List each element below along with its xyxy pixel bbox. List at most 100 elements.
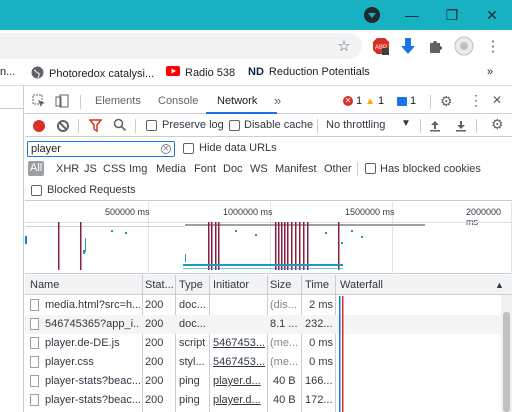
column-divider[interactable]: [175, 275, 176, 412]
filter-input[interactable]: player ✕: [27, 141, 175, 157]
request-initiator-link[interactable]: 5467453...: [213, 356, 265, 368]
type-filter-doc[interactable]: Doc: [223, 163, 243, 175]
column-header-status[interactable]: Stat...: [145, 279, 174, 291]
minimize-button[interactable]: —: [392, 0, 432, 30]
inspect-element-icon[interactable]: [32, 94, 46, 111]
avatar[interactable]: [454, 36, 474, 56]
document-file-icon: [30, 299, 39, 311]
hide-data-urls-checkbox[interactable]: [183, 143, 194, 154]
extensions-puzzle-icon[interactable]: [426, 36, 446, 56]
close-button[interactable]: ✕: [472, 0, 512, 30]
profile-dropdown-icon[interactable]: [364, 7, 380, 23]
filter-funnel-icon[interactable]: [88, 119, 103, 135]
type-filter-all[interactable]: All: [28, 161, 44, 176]
type-filter-font[interactable]: Font: [194, 163, 217, 175]
devtools-settings-gear-icon[interactable]: ⚙: [440, 93, 453, 109]
column-header-size[interactable]: Size: [270, 279, 292, 291]
sort-ascending-icon[interactable]: ▲: [495, 280, 504, 290]
type-filter-css[interactable]: CSS: [103, 163, 126, 175]
issues-counter[interactable]: ✕ 1 ▲ 1: [343, 95, 384, 107]
chevron-down-icon[interactable]: ▼: [401, 118, 411, 129]
type-filter-manifest[interactable]: Manifest: [275, 163, 317, 175]
browser-menu-icon[interactable]: ⋮: [485, 38, 501, 55]
table-row[interactable]: player-stats?beac... 200 ping player.d..…: [25, 391, 512, 410]
warning-icon: ▲: [365, 95, 376, 107]
devtools-menu-icon[interactable]: ⋮: [469, 92, 483, 108]
bookmark-star-icon[interactable]: ☆: [337, 38, 351, 55]
bookmark-item[interactable]: Photoredox catalysi...: [31, 66, 154, 82]
tab-console[interactable]: Console: [158, 95, 199, 107]
chevron-right-icon: »: [487, 66, 494, 78]
restore-button[interactable]: ❐: [432, 0, 472, 30]
record-icon[interactable]: [33, 120, 45, 132]
tab-elements[interactable]: Elements: [95, 95, 141, 107]
request-initiator-link[interactable]: 5467453...: [213, 337, 265, 349]
tab-network[interactable]: Network: [217, 95, 258, 107]
device-toolbar-icon[interactable]: [55, 94, 69, 111]
request-type: styl...: [179, 356, 205, 368]
bookmark-label: n...: [0, 66, 16, 78]
address-bar[interactable]: [0, 33, 362, 59]
column-header-name[interactable]: Name: [30, 279, 60, 291]
bookmark-label: Photoredox catalysi...: [49, 68, 155, 80]
table-row[interactable]: media.html?src=h... 200 doc... (dis... 2…: [25, 296, 512, 315]
preserve-log-checkbox[interactable]: [146, 120, 157, 131]
adblock-extension-icon[interactable]: ABP: [371, 36, 391, 56]
bookmarks-overflow-button[interactable]: »: [487, 66, 493, 78]
has-blocked-cookies-checkbox[interactable]: [365, 163, 376, 174]
request-type: ping: [179, 375, 200, 387]
column-divider[interactable]: [301, 275, 302, 412]
type-filter-js[interactable]: JS: [84, 163, 97, 175]
clear-filter-icon[interactable]: ✕: [161, 144, 171, 154]
column-header-time[interactable]: Time: [305, 279, 330, 291]
column-divider[interactable]: [335, 275, 336, 412]
filter-bar: player ✕ Hide data URLs: [25, 137, 512, 159]
blocked-requests-bar: Blocked Requests: [25, 179, 512, 201]
bookmark-item[interactable]: ND Reduction Potentials: [248, 66, 370, 78]
type-filter-other[interactable]: Other: [324, 163, 352, 175]
request-type: doc...: [179, 299, 206, 311]
request-initiator-link[interactable]: player.d...: [213, 375, 261, 387]
page-viewport: [0, 86, 24, 412]
search-icon[interactable]: [113, 118, 127, 135]
request-initiator-link[interactable]: player.d...: [213, 394, 261, 406]
preserve-log-label: Preserve log: [162, 119, 224, 131]
info-counter[interactable]: 1: [397, 95, 416, 107]
table-row[interactable]: player.de-DE.js 200 script 5467453... (m…: [25, 334, 512, 353]
request-status: 200: [145, 299, 164, 311]
table-row[interactable]: player-stats?beac... 200 ping player.d..…: [25, 372, 512, 391]
column-divider[interactable]: [267, 275, 268, 412]
import-har-icon[interactable]: [429, 119, 441, 135]
type-filter-img[interactable]: Img: [129, 163, 148, 175]
type-filter-ws[interactable]: WS: [250, 163, 268, 175]
table-row[interactable]: 546745365?app_i... 200 doc... 8.1 ... 23…: [25, 315, 512, 334]
more-tabs-button[interactable]: »: [274, 93, 282, 108]
clear-icon[interactable]: [57, 120, 69, 132]
network-settings-gear-icon[interactable]: ⚙: [491, 116, 504, 132]
column-divider[interactable]: [142, 275, 143, 412]
download-arrow-icon[interactable]: [398, 36, 418, 56]
disable-cache-checkbox[interactable]: [229, 120, 240, 131]
export-har-icon[interactable]: [455, 119, 467, 135]
table-row[interactable]: player.css 200 styl... 5467453... (me...…: [25, 353, 512, 372]
youtube-icon: [166, 66, 180, 79]
column-header-type[interactable]: Type: [179, 279, 203, 291]
column-divider[interactable]: [209, 275, 210, 412]
request-status: 200: [145, 394, 164, 406]
bookmark-item[interactable]: Radio 538: [166, 66, 235, 79]
column-header-initiator[interactable]: Initiator: [213, 279, 250, 291]
type-filter-xhr[interactable]: XHR: [56, 163, 80, 175]
globe-icon: [31, 66, 44, 82]
bookmark-item[interactable]: n...: [0, 66, 15, 78]
blocked-requests-checkbox[interactable]: [31, 185, 42, 196]
active-tab-indicator: [206, 112, 277, 114]
column-header-waterfall[interactable]: Waterfall: [340, 279, 383, 291]
table-scrollbar-thumb[interactable]: [503, 312, 510, 412]
request-name: player-stats?beac...: [45, 375, 140, 387]
throttling-select[interactable]: No throttling: [326, 119, 386, 131]
request-type: doc...: [179, 318, 206, 330]
request-size: (me...: [270, 356, 299, 368]
devtools-close-icon[interactable]: ✕: [492, 93, 503, 107]
network-overview[interactable]: 500000 ms 1000000 ms 1500000 ms 2000000 …: [25, 202, 512, 274]
type-filter-media[interactable]: Media: [156, 163, 186, 175]
